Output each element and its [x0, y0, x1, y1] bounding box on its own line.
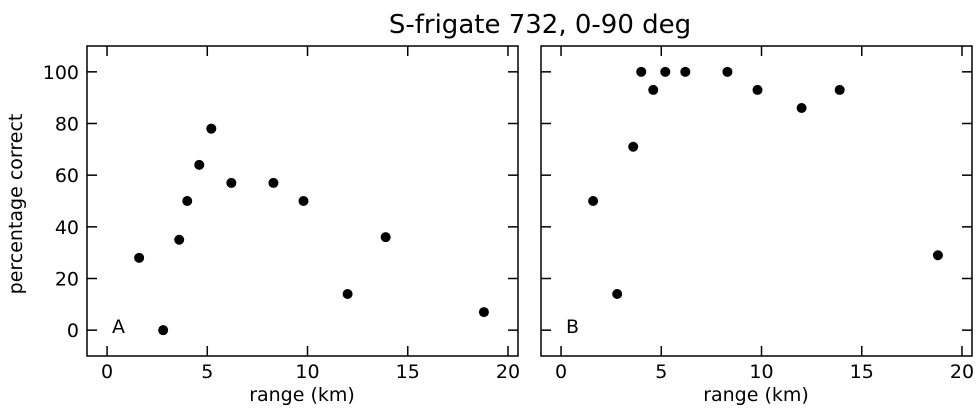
panel-b-data-point [933, 250, 943, 260]
panel-a-data-point [343, 289, 353, 299]
panel-a-y-tick-label: 0 [67, 320, 79, 342]
panel-a-x-axis-label: range (km) [249, 384, 355, 406]
panel-b-x-axis-label: range (km) [703, 384, 809, 406]
panel-b-data-point [753, 85, 763, 95]
panel-b-x-tick-label: 0 [555, 361, 567, 383]
panel-a-data-point [194, 160, 204, 170]
panel-a-y-tick-label: 100 [43, 62, 79, 84]
panel-b-data-point [636, 67, 646, 77]
panel-a-label: A [112, 316, 125, 338]
panel-b: range (km) B 0 5 10 15 20 [541, 46, 974, 406]
panel-a-x-tick-label: 0 [101, 361, 113, 383]
panel-a-data-point [381, 232, 391, 242]
panel-a-y-axis-label: percentage correct [5, 114, 27, 295]
panel-a-y-tick-label: 80 [55, 114, 79, 136]
panel-b-data-point [660, 67, 670, 77]
panel-b-data-point [628, 142, 638, 152]
panel-b-data-point [648, 85, 658, 95]
panel-a-data-point [174, 235, 184, 245]
panel-b-data-point [722, 67, 732, 77]
panel-b-x-tick-label: 10 [749, 361, 773, 383]
panel-b-data-point [835, 85, 845, 95]
panel-a-data-point [158, 325, 168, 335]
panel-a-data-point [268, 178, 278, 188]
panel-b-x-tick-label: 15 [850, 361, 874, 383]
panel-b-x-tick-label: 5 [655, 361, 667, 383]
panel-a-x-tick-label: 5 [201, 361, 213, 383]
panel-a-x-tick-label: 10 [295, 361, 319, 383]
panel-a-data-point [299, 196, 309, 206]
panel-a-y-tick-label: 40 [55, 217, 79, 239]
panel-b-label: B [566, 316, 579, 338]
panel-a: range (km) percentage correct A 0 5 10 15 20… [5, 46, 520, 406]
panel-a-data-point [226, 178, 236, 188]
panel-b-data-point [612, 289, 622, 299]
panel-a-data-point [182, 196, 192, 206]
panel-a-y-tick-label: 60 [55, 165, 79, 187]
panel-a-data-point [134, 253, 144, 263]
panel-a-x-tick-label: 20 [496, 361, 520, 383]
panel-b-data-point [588, 196, 598, 206]
chart-title: S-frigate 732, 0-90 deg [389, 10, 691, 40]
panel-a-data-point [206, 124, 216, 134]
panel-b-data-point [797, 103, 807, 113]
panel-a-y-tick-label: 20 [55, 269, 79, 291]
panel-b-x-tick-label: 20 [950, 361, 974, 383]
panel-b-data-point [680, 67, 690, 77]
panel-a-x-tick-label: 15 [396, 361, 420, 383]
panel-a-data-point [479, 307, 489, 317]
